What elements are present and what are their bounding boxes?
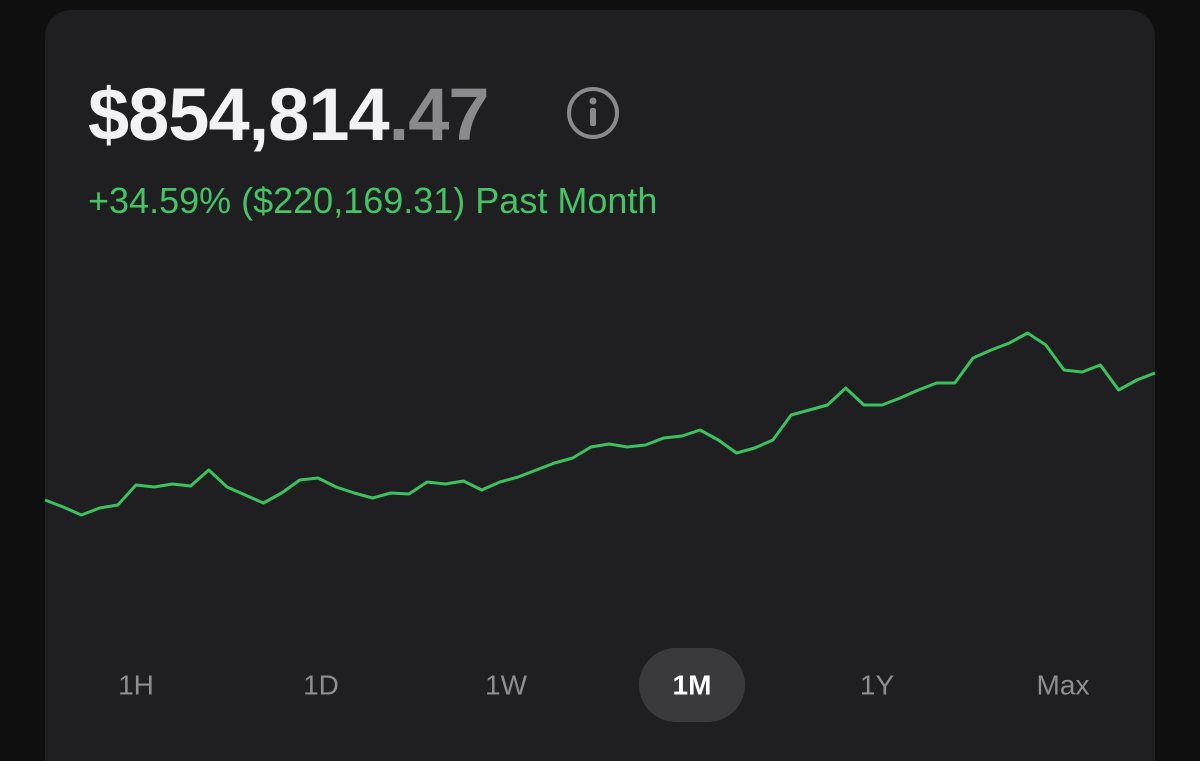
- range-button[interactable]: 1W: [485, 669, 528, 700]
- range-button[interactable]: Max: [1037, 669, 1090, 700]
- range-button[interactable]: 1Y: [860, 669, 895, 700]
- info-stem: [590, 108, 596, 126]
- balance-cents: .47: [388, 73, 490, 156]
- balance: $854,814.47: [88, 72, 490, 157]
- range-button[interactable]: 1H: [118, 669, 154, 700]
- info-circle: [567, 87, 619, 139]
- range-button[interactable]: 1D: [303, 669, 339, 700]
- price-line: [44, 331, 1156, 517]
- change-label: +34.59% ($220,169.31) Past Month: [88, 180, 658, 221]
- info-icon[interactable]: [567, 87, 619, 139]
- range-highlight: [639, 648, 745, 722]
- balance-whole: $854,814: [88, 73, 390, 156]
- range-button[interactable]: 1M: [673, 669, 712, 700]
- info-dot: [589, 97, 597, 105]
